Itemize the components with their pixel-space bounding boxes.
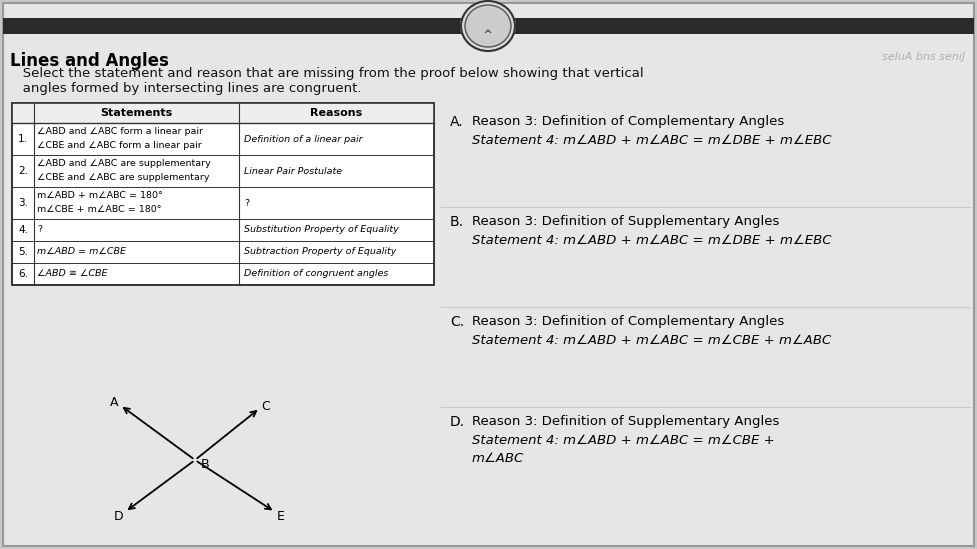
Ellipse shape	[460, 0, 516, 52]
Text: Substitution Property of Equality: Substitution Property of Equality	[244, 226, 399, 234]
Text: C: C	[262, 400, 271, 412]
Text: B: B	[200, 457, 209, 470]
Text: ∠CBE and ∠ABC form a linear pair: ∠CBE and ∠ABC form a linear pair	[37, 142, 201, 150]
Text: ∠CBE and ∠ABC are supplementary: ∠CBE and ∠ABC are supplementary	[37, 173, 209, 182]
Text: 5.: 5.	[18, 247, 28, 257]
Text: ‸: ‸	[483, 19, 493, 33]
Text: m∠ABD + m∠ABC = 180°: m∠ABD + m∠ABC = 180°	[37, 192, 163, 200]
Text: ?: ?	[244, 199, 249, 208]
Text: seluA bns seniJ: seluA bns seniJ	[882, 52, 965, 62]
Text: Select the statement and reason that are missing from the proof below showing th: Select the statement and reason that are…	[10, 67, 644, 80]
Text: Definition of a linear pair: Definition of a linear pair	[244, 135, 362, 143]
Text: Definition of congruent angles: Definition of congruent angles	[244, 270, 389, 278]
Text: Statement 4: m∠ABD + m∠ABC = m∠CBE +: Statement 4: m∠ABD + m∠ABC = m∠CBE +	[472, 434, 775, 447]
Text: Subtraction Property of Equality: Subtraction Property of Equality	[244, 248, 397, 256]
Text: ∠ABD and ∠ABC form a linear pair: ∠ABD and ∠ABC form a linear pair	[37, 127, 203, 137]
Text: ?: ?	[37, 226, 42, 234]
Text: 3.: 3.	[18, 198, 28, 208]
Text: Linear Pair Postulate: Linear Pair Postulate	[244, 166, 342, 176]
Text: Reason 3: Definition of Supplementary Angles: Reason 3: Definition of Supplementary An…	[472, 215, 780, 228]
Text: 2.: 2.	[18, 166, 28, 176]
Text: m∠ABC: m∠ABC	[472, 452, 525, 465]
Bar	[3, 18, 974, 34]
Bar	[12, 103, 434, 123]
Text: Statement 4: m∠ABD + m∠ABC = m∠DBE + m∠EBC: Statement 4: m∠ABD + m∠ABC = m∠DBE + m∠E…	[472, 134, 831, 147]
Text: B.: B.	[450, 215, 464, 229]
Text: E: E	[277, 509, 285, 523]
Text: Reasons: Reasons	[311, 108, 362, 118]
Text: D.: D.	[450, 415, 465, 429]
Text: Lines and Angles: Lines and Angles	[10, 52, 169, 70]
Text: 4.: 4.	[18, 225, 28, 235]
Text: 1.: 1.	[18, 134, 28, 144]
Text: angles formed by intersecting lines are congruent.: angles formed by intersecting lines are …	[10, 82, 361, 95]
Text: Statement 4: m∠ABD + m∠ABC = m∠DBE + m∠EBC: Statement 4: m∠ABD + m∠ABC = m∠DBE + m∠E…	[472, 234, 831, 247]
Bar	[12, 103, 434, 285]
Text: C.: C.	[450, 315, 464, 329]
Text: m∠CBE + m∠ABC = 180°: m∠CBE + m∠ABC = 180°	[37, 205, 161, 215]
Text: Reason 3: Definition of Complementary Angles: Reason 3: Definition of Complementary An…	[472, 315, 785, 328]
Text: Statements: Statements	[101, 108, 173, 118]
Text: ∠ABD and ∠ABC are supplementary: ∠ABD and ∠ABC are supplementary	[37, 160, 211, 169]
Text: Reason 3: Definition of Complementary Angles: Reason 3: Definition of Complementary An…	[472, 115, 785, 128]
Text: m∠ABD = m∠CBE: m∠ABD = m∠CBE	[37, 248, 126, 256]
Text: Reason 3: Definition of Supplementary Angles: Reason 3: Definition of Supplementary An…	[472, 415, 780, 428]
Text: D: D	[114, 509, 124, 523]
Text: ∠ABD ≅ ∠CBE: ∠ABD ≅ ∠CBE	[37, 270, 107, 278]
Text: A: A	[109, 396, 118, 410]
Text: 6.: 6.	[18, 269, 28, 279]
Ellipse shape	[461, 1, 515, 51]
Text: Statement 4: m∠ABD + m∠ABC = m∠CBE + m∠ABC: Statement 4: m∠ABD + m∠ABC = m∠CBE + m∠A…	[472, 334, 831, 347]
Ellipse shape	[465, 5, 511, 47]
Text: A.: A.	[450, 115, 464, 129]
